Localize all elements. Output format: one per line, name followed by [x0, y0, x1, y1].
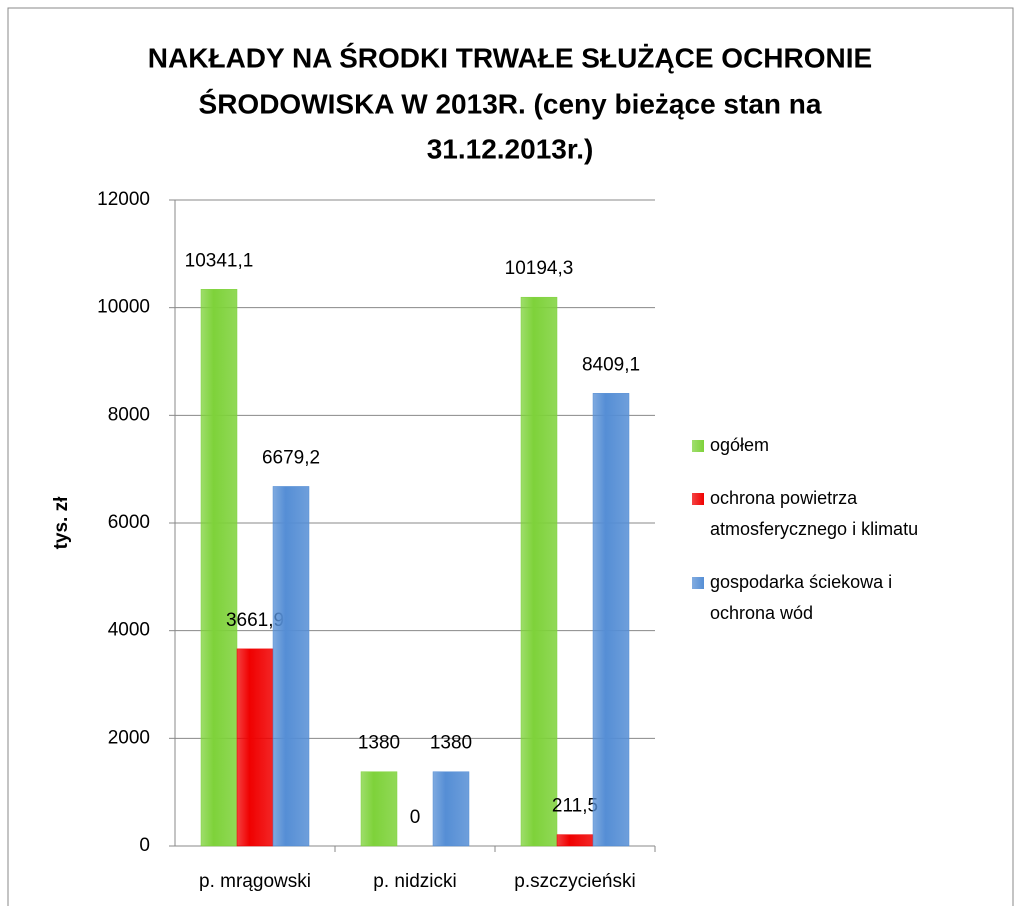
- data-label: 10341,1: [185, 250, 254, 271]
- legend-label: ochrona powietrza atmosferycznego i klim…: [710, 488, 919, 539]
- data-label: 8409,1: [582, 354, 640, 375]
- legend-label: gospodarka ściekowa i ochrona wód: [710, 572, 893, 623]
- y-tick-label: 10000: [97, 297, 150, 318]
- legend: ogółem ochrona powietrza atmosferycznego …: [692, 430, 947, 651]
- data-label: 211,5: [552, 796, 598, 817]
- y-axis-label: tys. zł: [51, 496, 72, 550]
- bar: [236, 648, 274, 847]
- bar: [272, 486, 310, 847]
- chart-border: [7, 7, 1014, 906]
- y-tick-label: 6000: [108, 512, 150, 533]
- bar: [592, 393, 630, 847]
- x-tick-label: p.szczycieński: [514, 871, 635, 892]
- y-tick-label: 0: [139, 835, 150, 856]
- bar: [200, 289, 238, 847]
- bar: [556, 834, 594, 847]
- legend-swatch: [692, 440, 704, 452]
- legend-swatch: [692, 577, 704, 589]
- data-label: 6679,2: [262, 447, 320, 468]
- y-tick-label: 8000: [108, 404, 150, 425]
- data-label: 0: [410, 807, 421, 828]
- legend-entry: gospodarka ściekowa i ochrona wód: [692, 567, 947, 629]
- chart-title: 31.12.2013r.): [427, 133, 594, 164]
- y-tick-label: 12000: [97, 189, 150, 210]
- y-tick-label: 2000: [108, 727, 150, 748]
- bar: [360, 771, 398, 847]
- x-tick-label: p. nidzicki: [373, 871, 456, 892]
- data-label: 10194,3: [505, 258, 574, 279]
- data-label: 1380: [430, 733, 472, 754]
- data-label: 1380: [358, 733, 400, 754]
- legend-entry: ogółem: [692, 430, 947, 461]
- legend-swatch: [692, 493, 704, 505]
- data-label: 3661,9: [226, 610, 284, 631]
- bar: [432, 771, 470, 847]
- legend-entry: ochrona powietrza atmosferycznego i klim…: [692, 483, 947, 545]
- y-tick-label: 4000: [108, 620, 150, 641]
- chart-title: ŚRODOWISKA W 2013R. (ceny bieżące stan n…: [199, 88, 822, 119]
- chart-title: NAKŁADY NA ŚRODKI TRWAŁE SŁUŻĄCE OCHRONI…: [148, 42, 872, 73]
- legend-label: ogółem: [710, 435, 770, 455]
- x-tick-label: p. mrągowski: [199, 871, 311, 892]
- bar: [520, 296, 558, 847]
